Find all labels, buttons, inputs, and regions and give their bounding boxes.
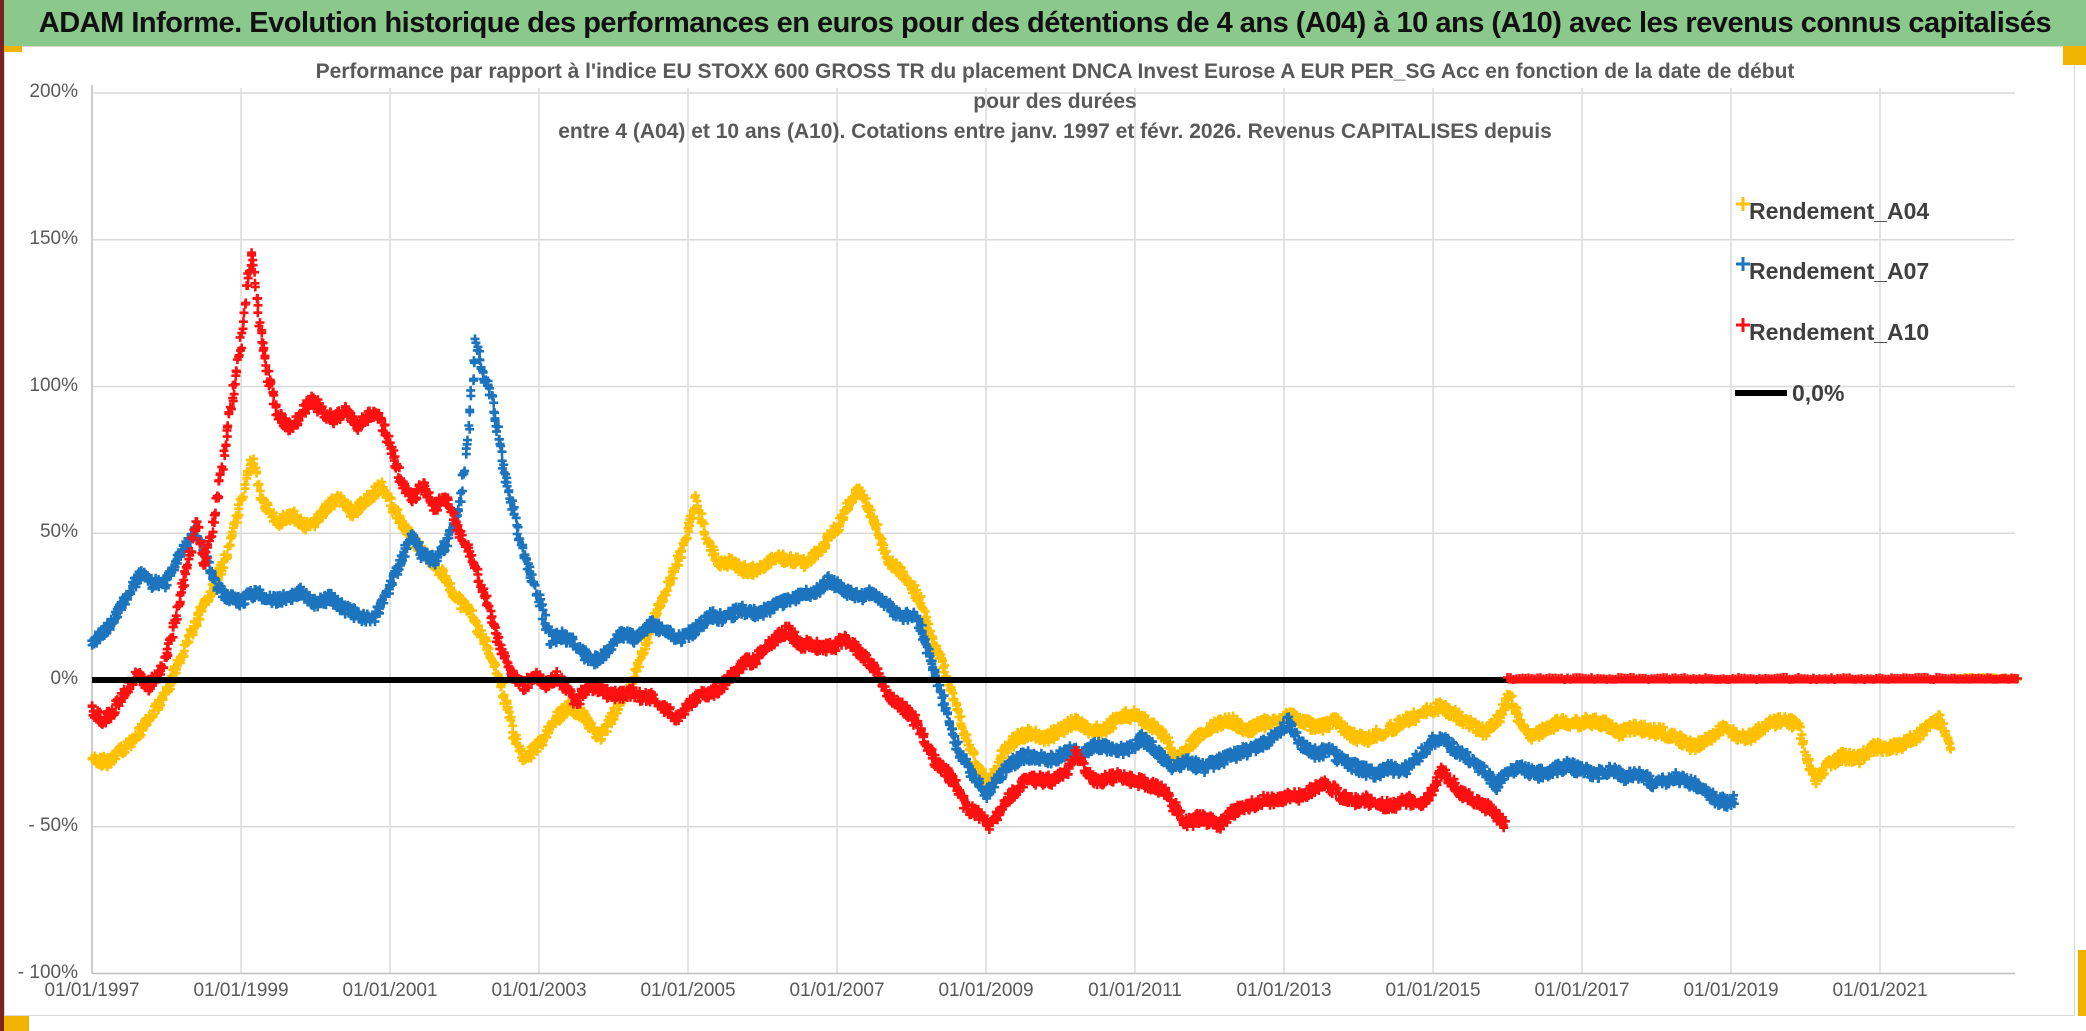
corner-accent-bottom-left — [4, 1016, 29, 1031]
left-edge-strip — [0, 0, 4, 1031]
edge-accent-right — [2078, 950, 2086, 1016]
report-header-bar: ADAM Informe. Evolution historique des p… — [4, 0, 2086, 46]
chart-panel — [4, 46, 2075, 1016]
corner-accent-top-left — [4, 46, 22, 52]
corner-accent-top-right — [2063, 46, 2086, 65]
report-title: ADAM Informe. Evolution historique des p… — [38, 6, 2052, 39]
